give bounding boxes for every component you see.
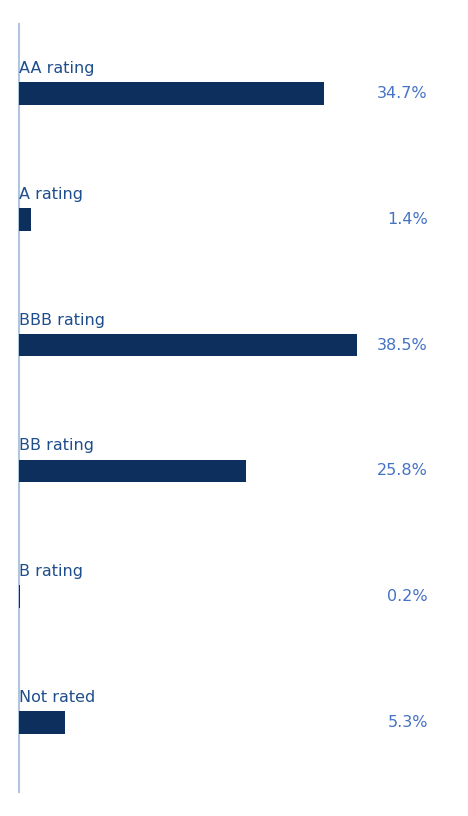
Bar bbox=[19, 585, 21, 608]
Bar bbox=[19, 711, 66, 734]
Text: B rating: B rating bbox=[19, 564, 83, 579]
Text: AA rating: AA rating bbox=[19, 61, 94, 76]
Text: 38.5%: 38.5% bbox=[377, 338, 428, 353]
Text: Not rated: Not rated bbox=[19, 690, 95, 705]
Bar bbox=[19, 82, 324, 105]
Bar bbox=[19, 334, 358, 357]
Text: 5.3%: 5.3% bbox=[388, 715, 428, 730]
Text: 34.7%: 34.7% bbox=[377, 86, 428, 101]
Text: BBB rating: BBB rating bbox=[19, 313, 105, 327]
Text: 25.8%: 25.8% bbox=[377, 463, 428, 478]
Text: 0.2%: 0.2% bbox=[387, 589, 428, 604]
Text: BB rating: BB rating bbox=[19, 438, 94, 453]
Text: A rating: A rating bbox=[19, 187, 83, 202]
Text: 1.4%: 1.4% bbox=[387, 212, 428, 227]
Bar bbox=[19, 459, 246, 482]
Bar bbox=[19, 208, 31, 231]
